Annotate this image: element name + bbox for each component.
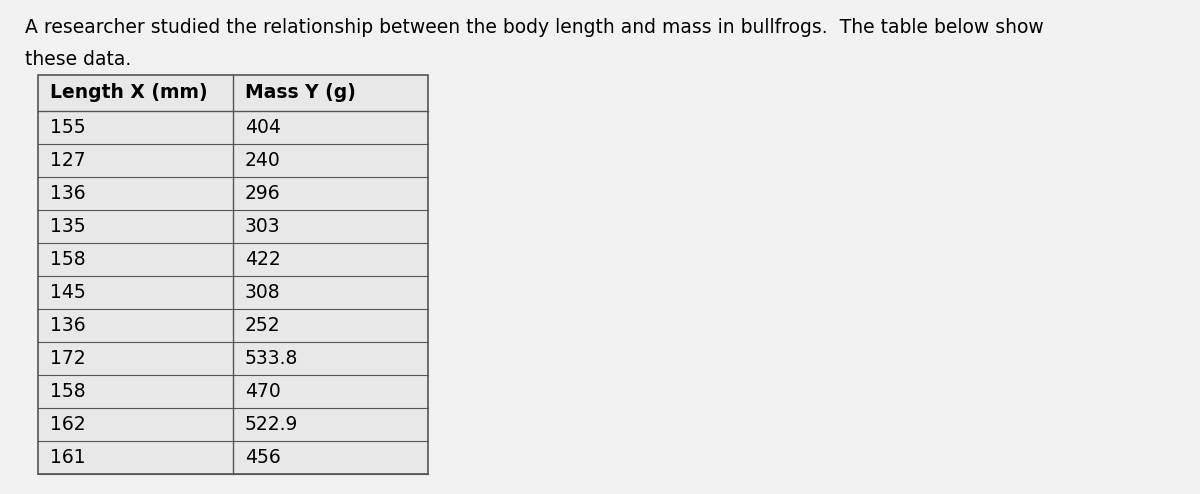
- Bar: [38, 276, 428, 309]
- Text: 456: 456: [245, 448, 281, 467]
- Text: 161: 161: [50, 448, 85, 467]
- Bar: [38, 342, 428, 375]
- Text: 522.9: 522.9: [245, 415, 299, 434]
- Text: A researcher studied the relationship between the body length and mass in bullfr: A researcher studied the relationship be…: [25, 18, 1044, 37]
- Text: 422: 422: [245, 250, 281, 269]
- Text: 127: 127: [50, 151, 85, 170]
- Text: 296: 296: [245, 184, 281, 203]
- Text: 240: 240: [245, 151, 281, 170]
- Text: Mass Y (g): Mass Y (g): [245, 83, 356, 102]
- Bar: [38, 441, 428, 474]
- Text: 404: 404: [245, 118, 281, 137]
- Text: 158: 158: [50, 382, 85, 401]
- Bar: [38, 111, 428, 144]
- Text: 135: 135: [50, 217, 85, 236]
- Bar: [38, 243, 428, 276]
- Bar: [38, 144, 428, 177]
- Bar: [38, 177, 428, 210]
- Text: 158: 158: [50, 250, 85, 269]
- Bar: [38, 309, 428, 342]
- Text: these data.: these data.: [25, 50, 131, 69]
- Text: 252: 252: [245, 316, 281, 335]
- Text: 136: 136: [50, 184, 85, 203]
- Text: 136: 136: [50, 316, 85, 335]
- Bar: [38, 210, 428, 243]
- Bar: [38, 75, 428, 111]
- Text: Length X (mm): Length X (mm): [50, 83, 208, 102]
- Bar: [38, 75, 428, 474]
- Text: 145: 145: [50, 283, 85, 302]
- Text: 303: 303: [245, 217, 281, 236]
- Bar: [38, 375, 428, 408]
- Text: 308: 308: [245, 283, 281, 302]
- Text: 533.8: 533.8: [245, 349, 299, 368]
- Text: 155: 155: [50, 118, 85, 137]
- Bar: [38, 408, 428, 441]
- Text: 470: 470: [245, 382, 281, 401]
- Text: 172: 172: [50, 349, 85, 368]
- Text: 162: 162: [50, 415, 85, 434]
